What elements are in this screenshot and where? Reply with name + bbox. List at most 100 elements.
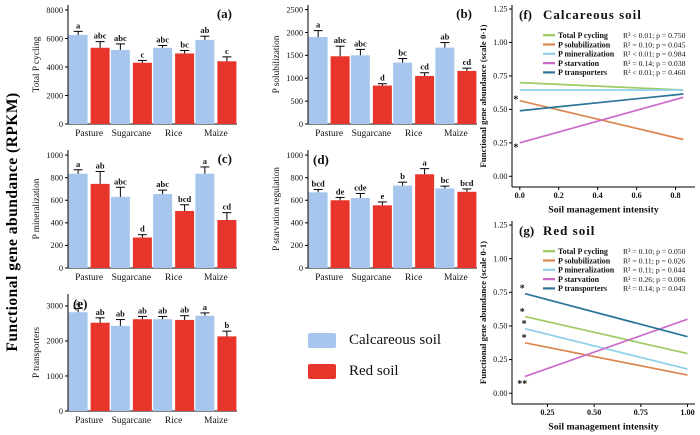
significance-asterisk: * <box>520 307 525 318</box>
bar <box>110 49 130 125</box>
panel-e-p-transporters: 0 1000 2000 3000 P transporters (e) Pasture a ab… <box>28 291 240 433</box>
significance-asterisk: * <box>522 319 527 330</box>
significance-letter: ab <box>200 25 209 35</box>
bar <box>330 56 350 125</box>
bar <box>393 62 413 124</box>
panel-title: Calcareous soil <box>543 7 642 22</box>
significance-letter: cde <box>354 182 367 192</box>
significance-letter: bc <box>180 39 189 49</box>
x-tick-label: 0.4 <box>593 191 603 200</box>
x-category-label: Maize <box>204 273 228 283</box>
legend-series-name: P mineralization <box>558 266 615 275</box>
y-tick-label: 800 <box>51 173 63 182</box>
line-chart-svg: 0.00 0.25 0.50 0.75 1.00 1.25 0.0 0.2 0.4 0.6 0.8 S… <box>478 5 695 216</box>
y-axis-label: P transporters <box>32 327 42 378</box>
y-tick-label: 1000 <box>46 151 63 160</box>
x-tick-label: 0.6 <box>631 191 641 200</box>
significance-letter: b <box>400 171 405 181</box>
legend-label-calcareous-soil: Calcareous soil <box>349 332 442 348</box>
significance-letter: d <box>140 224 145 234</box>
legend-series-stats: R² = 0.11; p = 0.044 <box>623 266 685 275</box>
bar <box>415 174 435 268</box>
y-tick-label: 0 <box>59 264 63 273</box>
panel-a-total-p-cycling: 0 2000 4000 6000 8000 Total P cycling (a) Pastu… <box>28 2 240 146</box>
y-tick-label: 1.25 <box>493 5 507 14</box>
y-tick-label: 2500 <box>286 5 303 14</box>
bar <box>68 312 88 411</box>
legend-series-stats: R² = 0.14; p = 0.038 <box>623 59 686 68</box>
panel-title: Red soil <box>543 223 595 238</box>
x-category-label: Pasture <box>315 129 343 139</box>
y-tick-label: 0.00 <box>493 172 507 181</box>
significance-letter: a <box>76 20 81 30</box>
x-category-label: Maize <box>204 416 228 426</box>
panel-g-red-soil: 0.00 0.25 0.50 0.75 1.00 1.25 0.25 0.50 0.75 1.00… <box>478 218 700 433</box>
panel-b-p-solubilization: 0 500 1000 1500 2000 2500 P solubilization (b) P… <box>268 2 480 146</box>
x-axis-label: Soil management intensity <box>548 205 659 216</box>
bar <box>350 197 370 268</box>
bar-chart-svg: 0 200 400 600 800 1000 P mineralization (c) Past… <box>32 150 237 283</box>
y-tick-label: 2000 <box>46 91 63 100</box>
bar <box>153 47 173 125</box>
y-tick-label: 1000 <box>286 151 303 160</box>
red-soil-swatch <box>308 364 336 379</box>
legend-series-name: P solubilization <box>558 256 611 265</box>
y-tick-label: 0 <box>59 407 63 416</box>
significance-letter: cd <box>463 57 472 67</box>
x-tick-label: 0.75 <box>634 408 648 417</box>
bar <box>195 315 215 411</box>
bar <box>195 39 215 124</box>
bar <box>132 237 152 268</box>
legend-series-name: P transporters <box>558 284 607 293</box>
y-tick-label: 200 <box>51 241 63 250</box>
significance-letter: abc <box>354 38 367 48</box>
regression-line <box>519 96 684 144</box>
panel-c-p-mineralization: 0 200 400 600 800 1000 P mineralization (c) Past… <box>28 147 240 290</box>
panel-letter: (f) <box>519 7 532 22</box>
bar <box>90 47 110 125</box>
x-category-label: Sugarcane <box>352 129 392 139</box>
bar <box>175 53 195 124</box>
y-tick-label: 500 <box>291 97 303 106</box>
bar <box>217 336 237 411</box>
bar <box>110 325 130 411</box>
bar <box>153 194 173 268</box>
significance-asterisk: * <box>513 143 518 154</box>
legend-series-stats: R² = 0.10; p = 0.045 <box>623 40 686 49</box>
x-category-label: Maize <box>444 129 468 139</box>
significance-letter: abc <box>156 179 169 189</box>
bar <box>372 85 392 124</box>
significance-letter: bcd <box>312 179 326 189</box>
significance-letter: a <box>423 158 428 168</box>
x-category-label: Rice <box>405 129 422 139</box>
figure-y-axis-label: Functional gene abundance (RPKM) <box>4 92 21 352</box>
significance-letter: abc <box>114 176 127 186</box>
y-tick-label: 400 <box>291 219 303 228</box>
x-category-label: Sugarcane <box>112 416 152 426</box>
bar <box>330 200 350 268</box>
y-tick-label: 2000 <box>286 28 303 37</box>
bar <box>68 34 88 124</box>
x-category-label: Maize <box>204 129 228 139</box>
bar <box>308 37 328 124</box>
significance-letter: a <box>316 20 321 30</box>
significance-letter: e <box>380 191 384 201</box>
significance-asterisk: * <box>520 283 525 294</box>
bar-chart-svg: 0 500 1000 1500 2000 2500 P solubilization (b) P… <box>272 5 477 139</box>
bar-chart-svg: 0 2000 4000 6000 8000 Total P cycling (a) Pastu… <box>32 5 237 139</box>
panel-d-p-starvation-regulation: 0 200 400 600 800 1000 P starvation regulation… <box>268 147 480 290</box>
legend-series-name: P mineralization <box>558 50 615 59</box>
y-tick-label: 0.75 <box>493 288 507 297</box>
significance-letter: bc <box>398 48 407 58</box>
bar <box>217 220 237 268</box>
regression-line <box>524 292 688 338</box>
significance-letter: ab <box>440 32 449 42</box>
x-tick-label: 1.00 <box>680 408 694 417</box>
bar <box>350 55 370 124</box>
bar <box>217 61 237 124</box>
y-tick-label: 600 <box>291 196 303 205</box>
regression-line <box>524 315 688 355</box>
x-category-label: Rice <box>165 129 182 139</box>
significance-asterisk: * <box>522 333 527 344</box>
